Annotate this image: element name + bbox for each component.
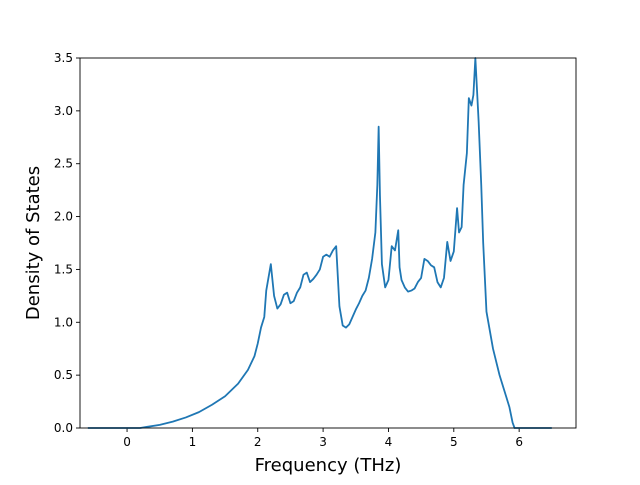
y-tick-label: 0.0: [54, 421, 73, 435]
y-tick-label: 0.5: [54, 368, 73, 382]
y-tick-label: 1.0: [54, 315, 73, 329]
x-tick-label: 4: [385, 435, 393, 449]
y-axis-label: Density of States: [23, 166, 44, 320]
y-axis-ticks: 0.0 0.5 1.0 1.5 2.0 2.5 3.0 3.5: [54, 51, 80, 435]
x-axis-ticks: 0 1 2 3 4 5 6: [123, 428, 523, 449]
plot-frame: [79, 57, 577, 429]
x-axis-label: Frequency (THz): [255, 455, 402, 476]
y-tick-label: 2.5: [54, 157, 73, 171]
x-tick-label: 6: [515, 435, 523, 449]
y-tick-label: 3.0: [54, 104, 73, 118]
plot-area-background: [80, 58, 576, 428]
y-tick-label: 2.0: [54, 210, 73, 224]
x-tick-label: 0: [123, 435, 131, 449]
x-tick-label: 3: [319, 435, 327, 449]
x-tick-label: 1: [189, 435, 197, 449]
y-tick-label: 1.5: [54, 262, 73, 276]
x-tick-label: 2: [254, 435, 262, 449]
y-tick-label: 3.5: [54, 51, 73, 65]
x-tick-label: 5: [450, 435, 458, 449]
dos-series-line: [87, 57, 552, 429]
